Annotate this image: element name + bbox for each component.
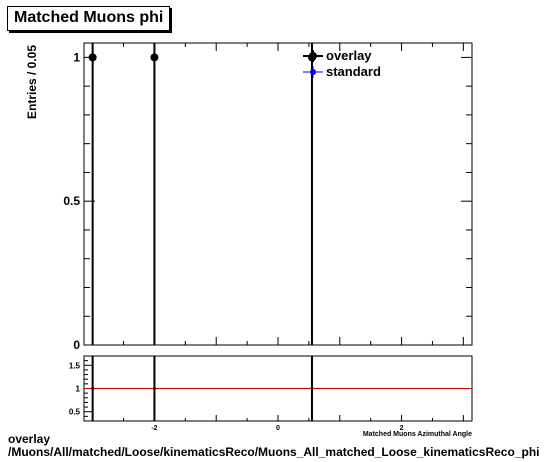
ratio-x-tick-label: 2 xyxy=(400,425,404,432)
legend: overlay standard xyxy=(303,48,381,79)
ratio-x-tick-label: 0 xyxy=(276,425,280,432)
ratio-y-tick-label: 1.5 xyxy=(69,361,81,370)
main-y-tick-label: 1 xyxy=(73,50,80,64)
legend-overlay-label: overlay xyxy=(326,48,372,63)
ratio-y-tick-label: 0.5 xyxy=(69,408,81,417)
ratio-point xyxy=(152,387,156,390)
ratio-point xyxy=(310,387,314,390)
legend-standard-marker xyxy=(310,69,316,75)
ratio-x-ticks: -2 0 2 xyxy=(92,415,464,432)
footer-line-2: /Muons/All/matched/Loose/kinematicsReco/… xyxy=(8,445,540,459)
main-y-tick-label: 0.5 xyxy=(63,194,80,208)
legend-overlay-marker xyxy=(309,52,317,60)
main-y-tick-label: 0 xyxy=(73,338,80,352)
ratio-point xyxy=(91,387,95,390)
data-point xyxy=(150,53,159,62)
ratio-data-marks xyxy=(91,356,314,421)
main-plot-frame xyxy=(83,42,473,346)
chart-title: Matched Muons phi xyxy=(7,6,171,31)
y-axis-label: Entries / 0.05 xyxy=(25,45,39,119)
legend-standard-label: standard xyxy=(326,64,381,79)
ratio-y-tick-label: 1 xyxy=(76,385,81,394)
ratio-x-tick-label: -2 xyxy=(151,425,157,432)
ratio-plot-panel: -2 0 2 0.5 1 1.5 Matched Muons Azimuthal Ang… xyxy=(69,355,473,438)
data-point xyxy=(88,53,97,62)
x-axis-label: Matched Muons Azimuthal Angle xyxy=(363,431,472,438)
main-data-marks xyxy=(88,43,316,345)
footer-line-1: overlay xyxy=(8,432,51,446)
main-plot-panel: 0 0.5 1 Entries / 0.05 overlay standard xyxy=(25,42,473,352)
